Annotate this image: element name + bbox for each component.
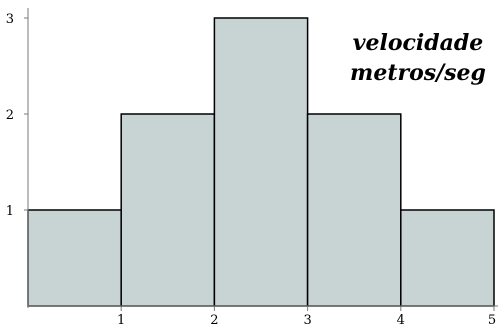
histogram-bar — [400, 209, 495, 307]
annotation-line-1: velocidade — [353, 30, 484, 56]
x-tick-label: 4 — [397, 313, 405, 326]
x-tick-label: 1 — [117, 313, 125, 326]
histogram-bar — [120, 113, 216, 307]
x-tick-label: 2 — [210, 313, 218, 326]
histogram-bar — [213, 17, 309, 307]
y-tick-label: 1 — [6, 204, 14, 219]
bars-group — [27, 17, 495, 307]
y-tick-label: 3 — [6, 12, 14, 27]
x-tick-label: 5 — [488, 313, 496, 326]
y-tick-label: 2 — [6, 108, 14, 123]
annotation-line-2: metros/seg — [350, 60, 486, 86]
histogram-bar — [306, 113, 402, 307]
histogram-bar — [27, 209, 122, 307]
ticks-group: 1 2 3 4 5 1 2 3 — [6, 12, 496, 326]
x-tick-label: 3 — [303, 313, 311, 326]
